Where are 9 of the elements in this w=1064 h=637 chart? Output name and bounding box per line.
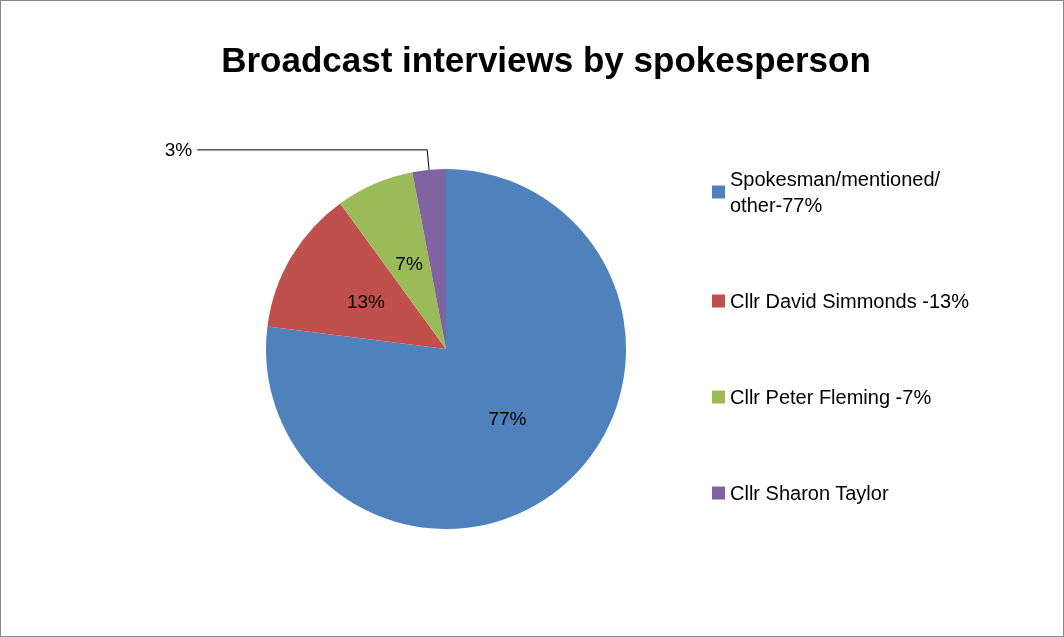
data-label: 7%: [395, 253, 423, 275]
data-label: 3%: [164, 139, 193, 161]
legend-label: Cllr Peter Fleming -7%: [730, 386, 932, 408]
legend-label: Cllr David Simmonds -13%: [730, 290, 970, 312]
chart-title: Broadcast interviews by spokesperson: [221, 40, 871, 79]
data-label: 13%: [346, 291, 386, 313]
legend-label: Cllr Sharon Taylor: [730, 482, 889, 504]
data-label: 77%: [488, 408, 527, 430]
legend-label: Spokesman/mentioned/other-77%: [730, 168, 941, 216]
